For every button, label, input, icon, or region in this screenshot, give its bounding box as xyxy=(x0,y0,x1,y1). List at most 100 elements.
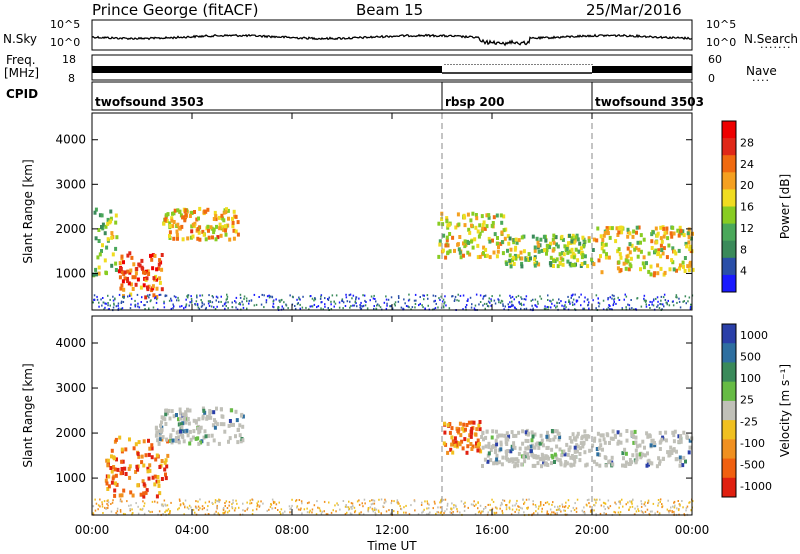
freq-band-segment-1 xyxy=(92,66,442,73)
y-tick-label: 1000 xyxy=(55,266,86,280)
nave-dot xyxy=(519,64,521,65)
colorbar-cell xyxy=(722,138,736,156)
colorbar-cell xyxy=(722,477,736,498)
y-tick-label: 3000 xyxy=(55,177,86,191)
nave-dot xyxy=(522,64,524,65)
x-tick-label: 12:00 xyxy=(375,523,410,537)
y-tick-label: 3000 xyxy=(55,381,86,395)
nave-dot xyxy=(492,64,494,65)
noise-tick-left-bottom: 10^0 xyxy=(50,36,81,49)
colorbar-cell xyxy=(722,458,736,479)
colorbar-tick-label: -1000 xyxy=(740,480,772,493)
nave-dot xyxy=(534,64,536,65)
station-title: Prince George (fitACF) xyxy=(92,1,259,19)
colorbar-cell xyxy=(722,121,736,139)
cpid-segment-label: twofsound 3503 xyxy=(95,95,204,109)
nave-dot xyxy=(507,64,509,65)
nave-dot xyxy=(480,64,482,65)
power-region-4 xyxy=(504,233,595,269)
colorbar-cell xyxy=(722,206,736,225)
nave-dot xyxy=(465,64,467,65)
x-tick-label: 00:00 xyxy=(675,523,710,537)
nave-dot xyxy=(555,64,557,65)
colorbar-tick-label: 500 xyxy=(740,350,761,363)
velocity-region-0 xyxy=(104,435,170,499)
nave-dot xyxy=(495,64,497,65)
nave-dot xyxy=(444,64,446,65)
freq-band-segment-3 xyxy=(592,66,692,73)
y-axis-label: Slant Range [km] xyxy=(21,363,35,467)
nave-dot xyxy=(582,64,584,65)
cpid-segment-label: rbsp 200 xyxy=(445,95,504,109)
x-axis-label: Time UT xyxy=(366,539,417,553)
colorbar-tick-label: 25 xyxy=(740,394,754,407)
colorbar-cell xyxy=(722,240,736,259)
colorbar-cell xyxy=(722,324,736,344)
nave-dot xyxy=(474,64,476,65)
x-tick-label: 00:00 xyxy=(75,523,110,537)
velocity-region-2 xyxy=(442,420,483,455)
nave-dot xyxy=(528,64,530,65)
y-tick-label: 4000 xyxy=(55,133,86,147)
nave-dot xyxy=(504,64,506,65)
y-tick-label: 1000 xyxy=(55,471,86,485)
nave-dot xyxy=(489,64,491,65)
freq-label: Freq. xyxy=(6,53,36,67)
nave-dot xyxy=(501,64,503,65)
x-tick-label: 16:00 xyxy=(475,523,510,537)
cpid-panel-frame xyxy=(91,81,693,111)
colorbar-tick-label: 4 xyxy=(740,265,747,278)
nave-dot xyxy=(588,64,590,65)
nave-dot xyxy=(459,64,461,65)
nave-dot xyxy=(483,64,485,65)
nave-dot xyxy=(543,64,545,65)
nave-dot xyxy=(567,64,569,65)
nsky-label: N.Sky xyxy=(3,32,38,46)
date-title: 25/Mar/2016 xyxy=(586,1,682,19)
colorbar-cell xyxy=(722,155,736,173)
colorbar-cell xyxy=(722,257,736,276)
nave-dot xyxy=(537,64,539,65)
colorbar-cell xyxy=(722,274,736,293)
velocity-colorbar-frame xyxy=(721,323,737,498)
nave-dot xyxy=(564,64,566,65)
colorbar-cell xyxy=(722,400,736,421)
cpid-segment-label: twofsound 3503 xyxy=(595,95,704,109)
nave-dot xyxy=(450,64,452,65)
freq-unit-label: [MHz] xyxy=(4,66,40,80)
power-region-5 xyxy=(592,225,695,278)
power-colorbar-frame xyxy=(721,120,737,293)
y-axis-label: Slant Range [km] xyxy=(21,159,35,263)
colorbar-tick-label: 100 xyxy=(740,372,761,385)
nave-dot xyxy=(477,64,479,65)
x-tick-label: 20:00 xyxy=(575,523,610,537)
nave-dot xyxy=(513,64,515,65)
colorbar-tick-label: -500 xyxy=(740,459,765,472)
nave-tick-top: 60 xyxy=(708,53,722,66)
nave-dot xyxy=(510,64,512,65)
x-tick-label: 08:00 xyxy=(275,523,310,537)
y-tick-label: 2000 xyxy=(55,222,86,236)
colorbar-tick-label: 1000 xyxy=(740,329,768,342)
colorbar-tick-label: 8 xyxy=(740,243,747,256)
colorbar-cell xyxy=(722,172,736,190)
colorbar-tick-label: -100 xyxy=(740,437,765,450)
nave-dot xyxy=(471,64,473,65)
colorbar-tick-label: 16 xyxy=(740,201,754,214)
colorbar-tick-label: -25 xyxy=(740,415,758,428)
colorbar-cell xyxy=(722,362,736,383)
colorbar-cell xyxy=(722,381,736,402)
nave-dot xyxy=(585,64,587,65)
nave-dot xyxy=(447,64,449,65)
power-near-range-clutter xyxy=(92,293,694,312)
power-region-1 xyxy=(117,251,164,300)
colorbar-cell xyxy=(722,189,736,207)
nave-dot xyxy=(561,64,563,65)
nsearch-label: N.Search xyxy=(744,32,799,46)
nave-dot xyxy=(516,64,518,65)
beam-title: Beam 15 xyxy=(356,1,424,19)
nave-dot xyxy=(456,64,458,65)
nave-dot xyxy=(525,64,527,65)
nave-dot xyxy=(573,64,575,65)
